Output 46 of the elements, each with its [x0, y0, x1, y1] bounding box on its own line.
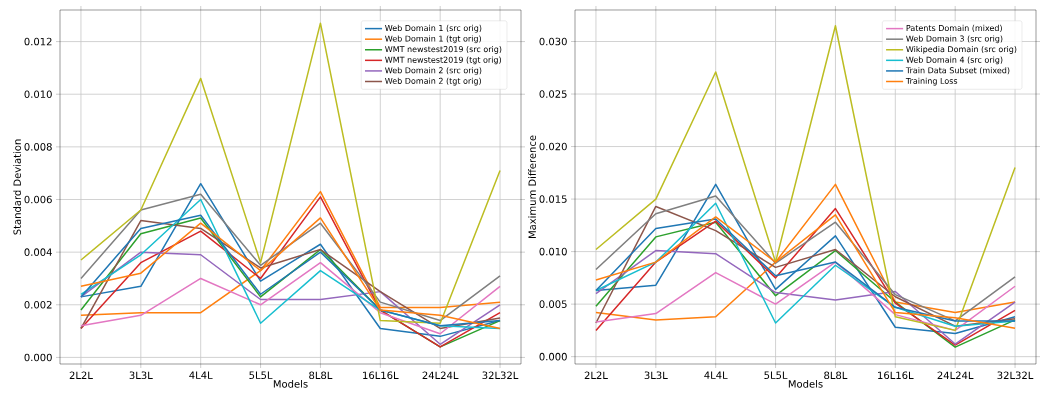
x-tick-label: 8L8L [309, 371, 333, 380]
legend-label: Wikipedia Domain (src orig) [906, 45, 1017, 54]
x-tick-label: 24L24L [937, 371, 974, 379]
x-tick-label: 5L5L [249, 371, 273, 379]
x-tick-label: 16L16L [363, 371, 399, 380]
legend-label: WMT newstest2019 (tgt orig) [385, 56, 501, 65]
x-tick-label: 5L5L [764, 371, 788, 379]
legend-label: WMT newstest2019 (src orig) [385, 45, 502, 54]
legend-label: Web Domain 1 (tgt orig) [385, 35, 481, 44]
y-tick-label: 0.006 [24, 195, 52, 204]
x-tick-label: 32L32L [482, 371, 519, 380]
y-tick-label: 0.025 [539, 90, 567, 98]
y-tick-label: 0.000 [24, 353, 52, 362]
y-tick-label: 0.030 [539, 37, 567, 46]
y-axis-title: Maximum Difference [528, 135, 536, 239]
legend-label: Web Domain 3 (src orig) [906, 35, 1003, 44]
y-tick-label: 0.012 [24, 37, 52, 46]
y-tick-label: 0.015 [539, 195, 567, 203]
y-tick-label: 0.005 [539, 300, 567, 308]
x-axis-title: Models [788, 379, 823, 388]
x-tick-label: 3L3L [644, 371, 668, 380]
x-tick-label: 4L4L [704, 371, 728, 379]
y-tick-label: 0.010 [539, 247, 567, 256]
legend-label: Web Domain 2 (tgt orig) [385, 77, 481, 86]
x-tick-label: 24L24L [422, 371, 459, 379]
x-axis-title: Models [273, 379, 308, 388]
legend-label: Training Loss [905, 77, 958, 86]
x-tick-label: 32L32L [997, 371, 1034, 380]
y-tick-label: 0.002 [24, 300, 52, 309]
y-tick-label: 0.004 [24, 248, 52, 256]
y-tick-label: 0.008 [24, 143, 52, 151]
y-tick-label: 0.000 [539, 352, 567, 361]
y-axis-title: Standard Deviation [13, 139, 21, 235]
x-tick-label: 4L4L [189, 371, 213, 379]
legend-label: Web Domain 2 (src orig) [385, 67, 482, 75]
y-tick-label: 0.010 [24, 90, 52, 98]
y-tick-label: 0.020 [539, 142, 567, 151]
x-tick-label: 3L3L [129, 371, 153, 380]
legend-label: Web Domain 1 (src orig) [385, 24, 482, 33]
x-tick-label: 8L8L [824, 371, 848, 380]
x-tick-label: 16L16L [878, 371, 914, 380]
legend-label: Web Domain 4 (src orig) [906, 56, 1003, 65]
legend-label: Patents Domain (mixed) [906, 24, 1002, 32]
x-tick-label: 2L2L [69, 371, 93, 379]
legend-label: Train Data Subset (mixed) [905, 67, 1010, 75]
x-tick-label: 2L2L [584, 371, 608, 379]
